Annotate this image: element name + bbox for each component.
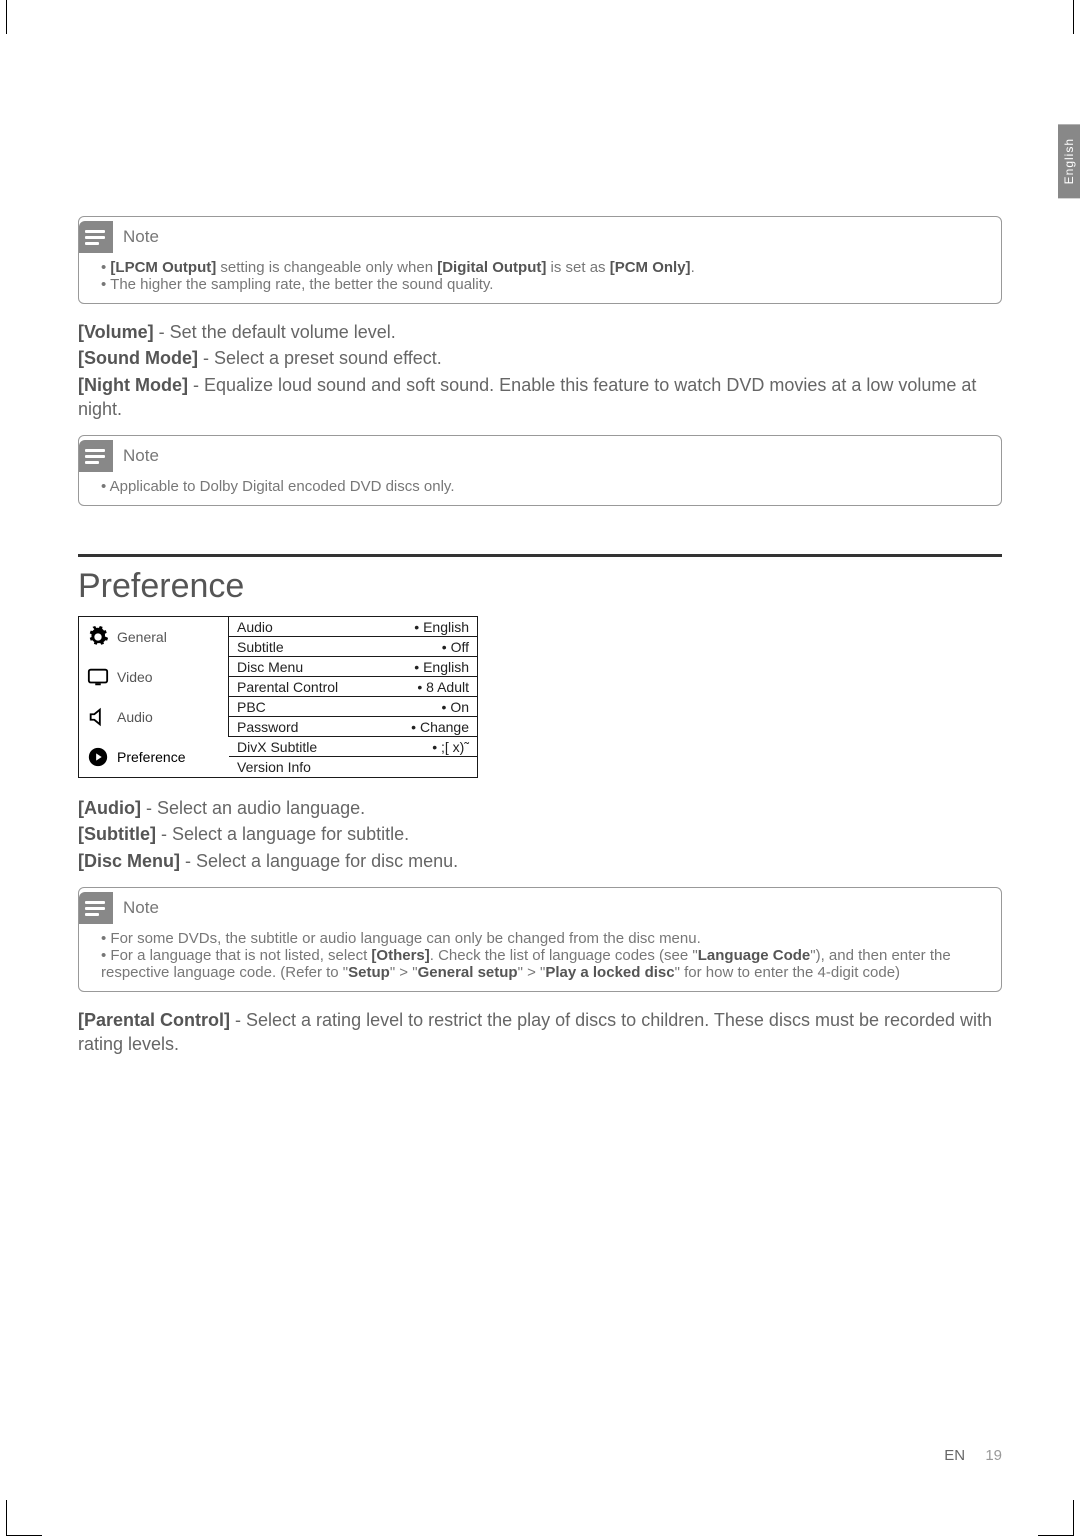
desc-parental: [Parental Control] - Select a rating lev… [78,1008,1002,1057]
page-footer: EN 19 [944,1447,1002,1464]
footer-page-number: 19 [985,1447,1002,1464]
note-item: For some DVDs, the subtitle or audio lan… [101,930,987,947]
note-icon [79,892,113,924]
gear-icon [87,626,109,648]
note-icon [79,440,113,472]
tab-label: Audio [117,709,153,725]
footer-lang: EN [944,1447,965,1464]
pref-row[interactable]: AudioEnglish [229,617,477,637]
crop-mark [6,1500,42,1536]
tab-label: Video [117,669,153,685]
tab-label: General [117,629,167,645]
section-title-preference: Preference [78,554,1002,606]
note-box-language: Note For some DVDs, the subtitle or audi… [78,887,1002,992]
setting-sound-mode: [Sound Mode] - Select a preset sound eff… [78,346,1002,370]
tab-label: Preference [117,749,185,765]
note-item: The higher the sampling rate, the better… [101,276,987,293]
pref-row[interactable]: SubtitleOff [229,637,477,657]
note-icon [79,221,113,253]
setting-volume: [Volume] - Set the default volume level. [78,320,1002,344]
note-item: Applicable to Dolby Digital encoded DVD … [101,478,987,495]
pref-row[interactable]: DivX Subtitle;[ x)˜ [229,737,477,757]
pref-row[interactable]: Disc MenuEnglish [229,657,477,677]
desc-audio: [Audio] - Select an audio language. [78,796,1002,820]
desc-disc-menu: [Disc Menu] - Select a language for disc… [78,849,1002,873]
note-item: [LPCM Output] setting is changeable only… [101,259,987,276]
note-box-dolby: Note Applicable to Dolby Digital encoded… [78,435,1002,506]
crop-mark [1038,1500,1074,1536]
pref-row[interactable]: Version Info [229,757,477,777]
monitor-icon [87,666,109,688]
note-title: Note [123,446,159,466]
preference-rows: AudioEnglish SubtitleOff Disc MenuEnglis… [229,617,477,777]
crop-mark [1038,0,1074,34]
note-title: Note [123,227,159,247]
language-tab: English [1058,124,1080,198]
pref-row[interactable]: PBCOn [229,697,477,717]
tab-preference[interactable]: Preference [79,737,229,777]
note-box-lpcm: Note [LPCM Output] setting is changeable… [78,216,1002,304]
page-content: Note [LPCM Output] setting is changeable… [78,206,1002,1059]
note-item: For a language that is not listed, selec… [101,947,987,981]
tab-audio[interactable]: Audio [79,697,229,737]
preference-icon [87,746,109,768]
speaker-icon [87,706,109,728]
note-title: Note [123,898,159,918]
tab-video[interactable]: Video [79,657,229,697]
desc-subtitle: [Subtitle] - Select a language for subti… [78,822,1002,846]
tab-general[interactable]: General [79,617,229,657]
pref-row[interactable]: Parental Control8 Adult [229,677,477,697]
preference-menu: General Video Audio Preference AudioEngl… [78,616,478,778]
pref-row[interactable]: PasswordChange [229,717,477,737]
setting-night-mode: [Night Mode] - Equalize loud sound and s… [78,373,1002,422]
crop-mark [6,0,42,34]
